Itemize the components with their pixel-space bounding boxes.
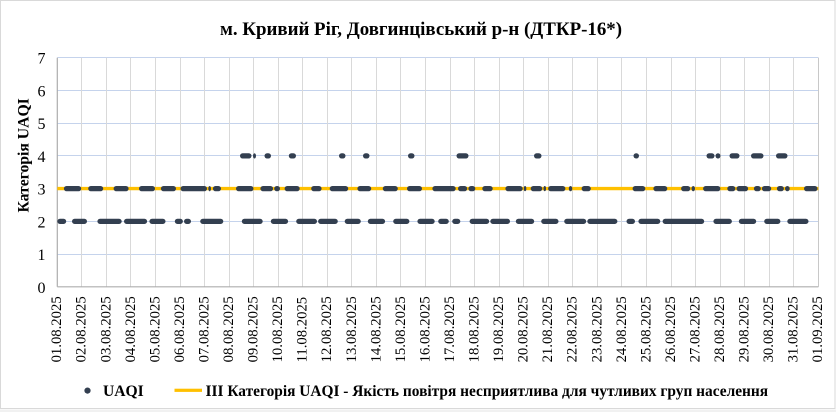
svg-text:11.08.2025: 11.08.2025 — [295, 297, 311, 363]
svg-text:1: 1 — [38, 247, 46, 264]
svg-text:UAQI: UAQI — [103, 383, 144, 400]
svg-text:01.09.2025: 01.09.2025 — [810, 296, 826, 362]
svg-text:27.08.2025: 27.08.2025 — [688, 296, 704, 362]
svg-text:07.08.2025: 07.08.2025 — [197, 296, 213, 362]
svg-text:13.08.2025: 13.08.2025 — [344, 296, 360, 362]
svg-text:08.08.2025: 08.08.2025 — [221, 296, 237, 362]
svg-text:25.08.2025: 25.08.2025 — [638, 296, 654, 362]
svg-text:28.08.2025: 28.08.2025 — [712, 296, 728, 362]
svg-text:7: 7 — [38, 51, 46, 68]
svg-text:18.08.2025: 18.08.2025 — [467, 296, 483, 362]
svg-text:04.08.2025: 04.08.2025 — [123, 296, 139, 362]
svg-text:19.08.2025: 19.08.2025 — [491, 296, 507, 362]
svg-text:м. Кривий Ріг, Довгинцівський: м. Кривий Ріг, Довгинцівський р-н (ДТКР-… — [220, 19, 622, 40]
svg-text:3: 3 — [38, 182, 46, 199]
svg-text:24.08.2025: 24.08.2025 — [614, 296, 630, 362]
svg-text:02.08.2025: 02.08.2025 — [74, 296, 90, 362]
svg-text:ІІІ Категорія UAQI - Якість по: ІІІ Категорія UAQI - Якість повітря несп… — [206, 383, 769, 400]
svg-text:21.08.2025: 21.08.2025 — [540, 296, 556, 362]
svg-text:14.08.2025: 14.08.2025 — [368, 296, 384, 362]
svg-text:4: 4 — [38, 149, 46, 166]
svg-text:20.08.2025: 20.08.2025 — [516, 296, 532, 362]
svg-text:26.08.2025: 26.08.2025 — [663, 296, 679, 362]
svg-text:Категорія UAQI: Категорія UAQI — [15, 98, 32, 212]
svg-text:01.08.2025: 01.08.2025 — [49, 296, 65, 362]
svg-text:31.08.2025: 31.08.2025 — [786, 296, 802, 362]
svg-text:09.08.2025: 09.08.2025 — [246, 296, 262, 362]
svg-text:16.08.2025: 16.08.2025 — [417, 296, 433, 362]
svg-text:0: 0 — [38, 280, 46, 297]
svg-text:6: 6 — [38, 83, 46, 100]
svg-text:30.08.2025: 30.08.2025 — [761, 296, 777, 362]
svg-text:12.08.2025: 12.08.2025 — [319, 296, 335, 362]
svg-text:03.08.2025: 03.08.2025 — [98, 296, 114, 362]
svg-text:23.08.2025: 23.08.2025 — [589, 296, 605, 362]
svg-text:10.08.2025: 10.08.2025 — [270, 296, 286, 362]
svg-text:15.08.2025: 15.08.2025 — [393, 296, 409, 362]
svg-text:2: 2 — [38, 214, 46, 231]
svg-text:29.08.2025: 29.08.2025 — [737, 296, 753, 362]
svg-text:22.08.2025: 22.08.2025 — [565, 296, 581, 362]
svg-text:17.08.2025: 17.08.2025 — [442, 296, 458, 362]
svg-text:06.08.2025: 06.08.2025 — [172, 296, 188, 362]
svg-text:05.08.2025: 05.08.2025 — [147, 296, 163, 362]
svg-text:5: 5 — [38, 116, 46, 133]
